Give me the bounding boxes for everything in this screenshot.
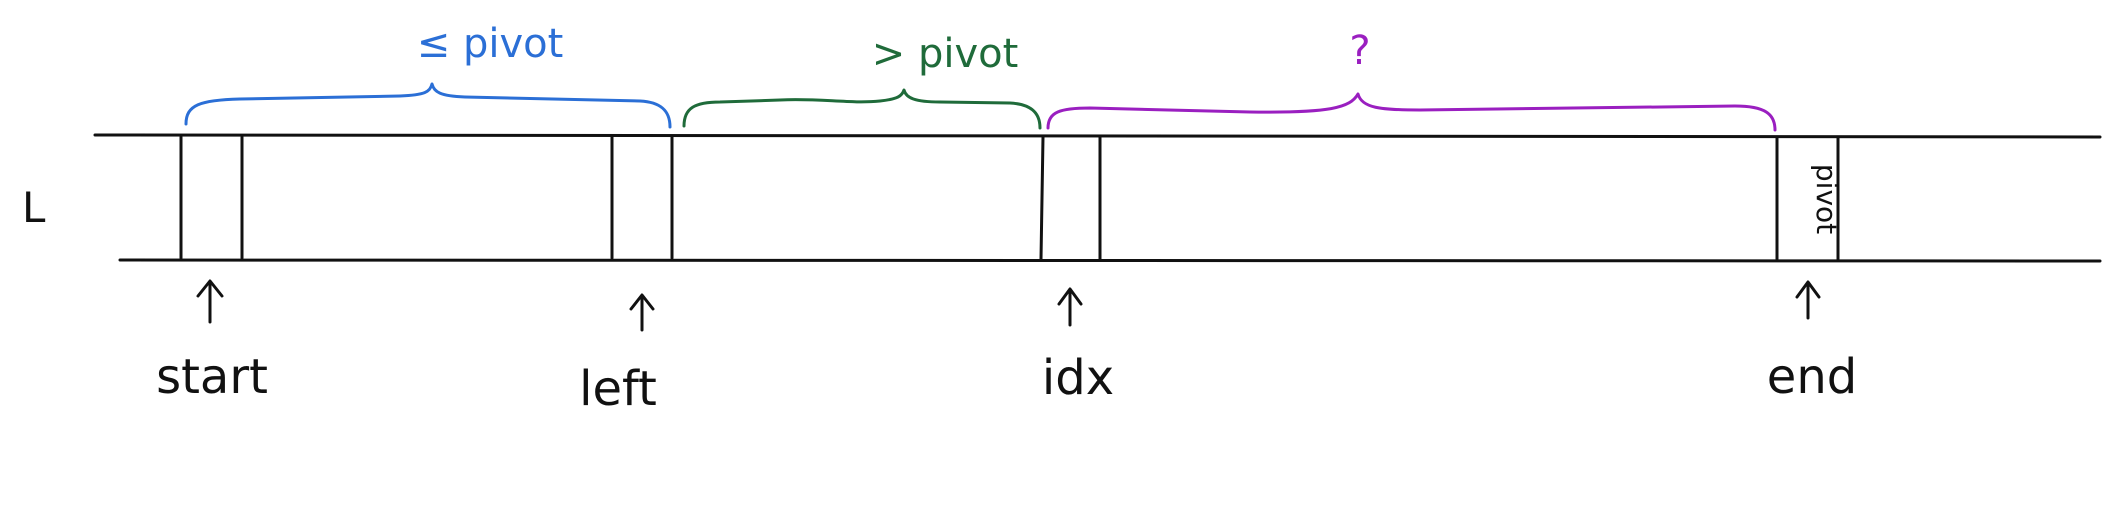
le-pivot-label: ≤ pivot <box>417 21 564 67</box>
left-label: left <box>579 361 657 417</box>
region-le-pivot: ≤ pivot <box>184 21 672 129</box>
start-label: start <box>156 349 268 405</box>
idx-arrow-icon <box>1057 287 1083 327</box>
gt-pivot-label: > pivot <box>872 31 1019 77</box>
pointer-left: left <box>579 293 657 417</box>
unknown-label: ? <box>1349 28 1370 74</box>
region-unknown: ? <box>1046 28 1777 132</box>
end-arrow-icon <box>1795 280 1821 320</box>
pivot-cell-label: pivot <box>1810 164 1843 234</box>
pointer-start: start <box>156 279 268 405</box>
end-label: end <box>1767 349 1857 405</box>
array-top-rail <box>93 133 2102 139</box>
list-array <box>93 133 2102 263</box>
array-bottom-rail <box>118 258 2102 263</box>
pointer-idx: idx <box>1042 287 1114 406</box>
cell-dividers <box>179 135 1840 261</box>
le-pivot-brace <box>184 82 672 129</box>
start-arrow-icon <box>196 279 224 324</box>
idx-cell-left-edge <box>1039 135 1045 261</box>
region-gt-pivot: > pivot <box>682 31 1042 130</box>
list-label: L <box>22 183 46 232</box>
gt-pivot-brace <box>682 88 1042 130</box>
left-arrow-icon <box>629 293 655 332</box>
unknown-brace <box>1046 92 1777 132</box>
idx-label: idx <box>1042 350 1114 406</box>
pointer-end: end <box>1767 280 1857 405</box>
